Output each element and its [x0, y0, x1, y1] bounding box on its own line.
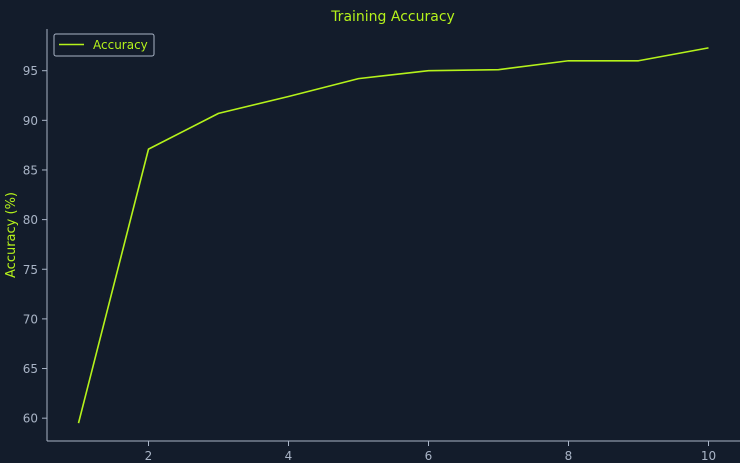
y-tick-label: 95 [23, 64, 38, 78]
y-axis-label: Accuracy (%) [4, 192, 19, 278]
y-tick-label: 85 [23, 163, 38, 177]
series-layer [77, 47, 709, 424]
y-tick-label: 70 [23, 312, 38, 326]
x-tick-label: 6 [425, 449, 433, 463]
x-tick-label: 8 [565, 449, 573, 463]
y-tick-label: 65 [23, 362, 38, 376]
x-tick-label: 10 [701, 449, 716, 463]
legend-label-accuracy: Accuracy [93, 38, 148, 52]
x-tick-label: 4 [285, 449, 293, 463]
y-axis-ticks: 60 65 70 75 80 85 90 95 [23, 64, 47, 426]
y-tick-label: 60 [23, 412, 38, 426]
chart-title: Training Accuracy [330, 9, 455, 25]
y-tick-label: 80 [23, 213, 38, 227]
legend-box [53, 33, 155, 57]
x-tick-label: 2 [145, 449, 153, 463]
legend: Accuracy [53, 33, 155, 57]
series-line-accuracy [77, 47, 709, 424]
x-axis-ticks: 2 4 6 8 10 [145, 441, 716, 463]
y-tick-label: 90 [23, 114, 38, 128]
y-tick-label: 75 [23, 263, 38, 277]
